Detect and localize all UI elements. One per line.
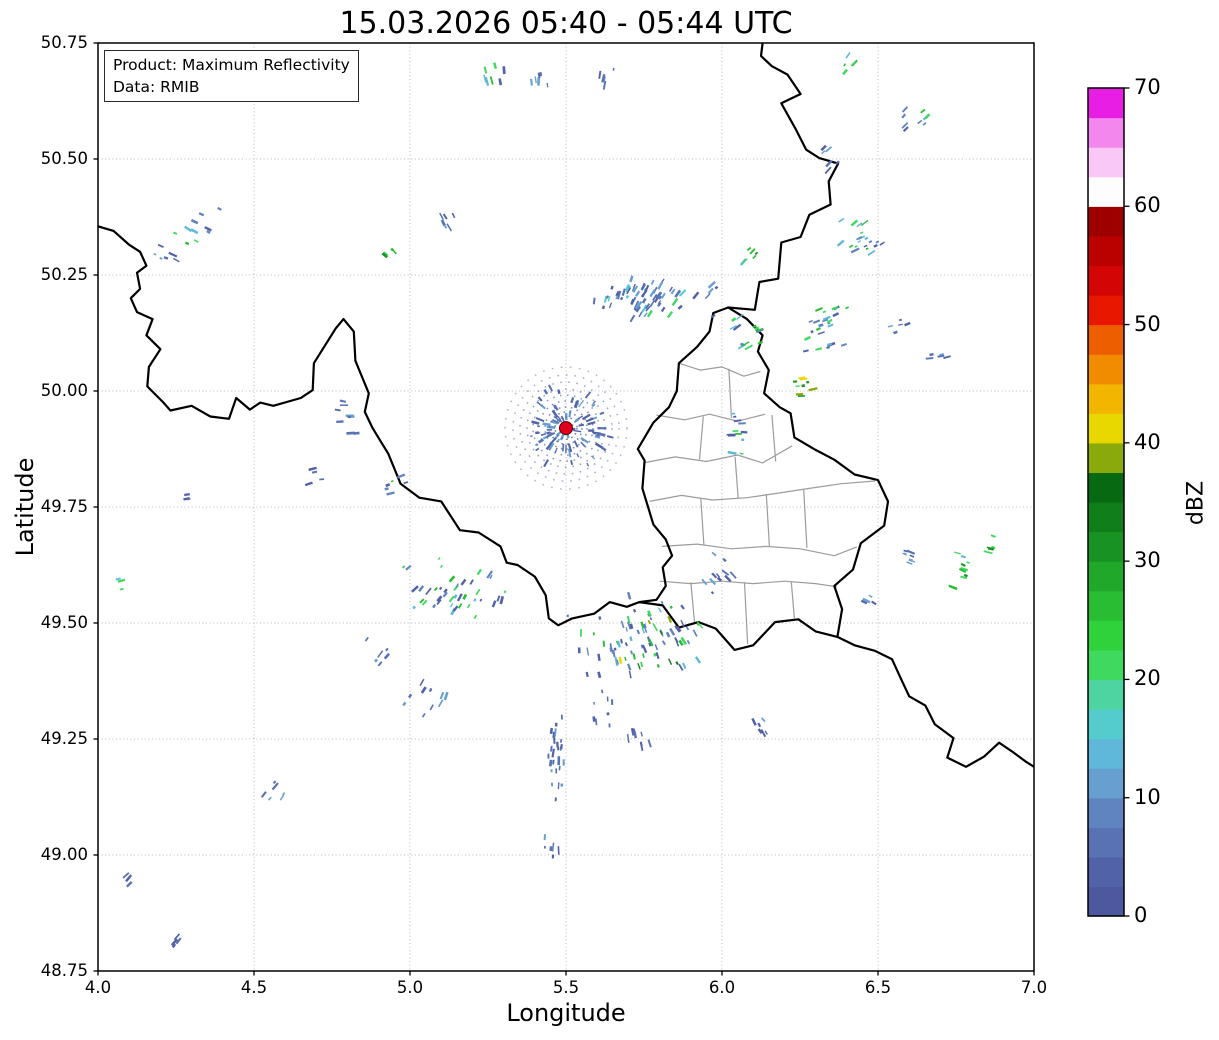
x-tick-label: 6.5 bbox=[864, 978, 892, 997]
colorbar-tick-label: 70 bbox=[1134, 75, 1161, 99]
annotation-box: Product: Maximum Reflectivity Data: RMIB bbox=[104, 50, 359, 102]
y-tick-label: 50.25 bbox=[40, 265, 88, 284]
region-border bbox=[649, 480, 875, 502]
y-tick-label: 50.00 bbox=[40, 381, 88, 400]
y-tick-label: 48.75 bbox=[40, 961, 88, 980]
colorbar-tick-label: 40 bbox=[1134, 429, 1161, 454]
region-border bbox=[765, 493, 770, 547]
region-border bbox=[734, 456, 739, 499]
region-border bbox=[678, 362, 761, 377]
x-tick-label: 5.0 bbox=[396, 978, 424, 997]
axis-ticks bbox=[93, 42, 1035, 976]
x-tick-label: 5.5 bbox=[552, 978, 580, 997]
region-border bbox=[743, 582, 749, 644]
y-tick-label: 49.25 bbox=[40, 729, 88, 748]
y-tick-label: 50.75 bbox=[40, 33, 88, 52]
map-layer bbox=[98, 43, 1034, 949]
grid-lines bbox=[97, 42, 1035, 972]
colorbar-tick-label: 20 bbox=[1134, 666, 1161, 691]
colorbar-tick-label: 60 bbox=[1134, 193, 1161, 218]
region-border bbox=[728, 368, 732, 418]
colorbar-tick-label: 50 bbox=[1134, 311, 1161, 336]
x-tick-label: 4.5 bbox=[240, 978, 268, 997]
colorbar-tick-label: 30 bbox=[1134, 548, 1161, 573]
region-border bbox=[803, 489, 808, 548]
y-tick-label: 49.75 bbox=[40, 497, 88, 516]
colorbar-tick-label: 10 bbox=[1134, 784, 1161, 809]
x-tick-label: 6.0 bbox=[708, 978, 736, 997]
y-tick-label: 49.50 bbox=[40, 613, 88, 632]
x-tick-label: 4.0 bbox=[84, 978, 112, 997]
region-border bbox=[771, 415, 777, 462]
colorbar bbox=[1087, 87, 1130, 917]
y-tick-label: 50.50 bbox=[40, 149, 88, 168]
region-border bbox=[659, 580, 837, 588]
region-border bbox=[662, 543, 858, 557]
region-border bbox=[698, 416, 704, 460]
country-border bbox=[98, 225, 641, 627]
region-border bbox=[643, 445, 793, 464]
colorbar-frame bbox=[1087, 87, 1125, 917]
y-tick-label: 49.00 bbox=[40, 845, 88, 864]
country-border bbox=[638, 601, 839, 651]
x-axis-label: Longitude bbox=[506, 999, 626, 1027]
country-border bbox=[836, 635, 1034, 768]
region-border bbox=[690, 582, 696, 623]
country-border bbox=[727, 43, 840, 311]
annotation-product: Product: Maximum Reflectivity bbox=[113, 56, 350, 74]
figure-title: 15.03.2026 05:40 - 05:44 UTC bbox=[339, 6, 793, 41]
radar-site-marker bbox=[559, 421, 573, 436]
region-border bbox=[790, 582, 795, 619]
country-border bbox=[636, 306, 730, 604]
region-border bbox=[656, 413, 766, 422]
colorbar-label: dBZ bbox=[1183, 480, 1209, 526]
x-tick-label: 7.0 bbox=[1020, 978, 1048, 997]
region-border bbox=[700, 498, 705, 546]
country-border bbox=[727, 306, 890, 638]
annotation-data-source: Data: RMIB bbox=[113, 78, 200, 96]
colorbar-tick-label: 0 bbox=[1134, 903, 1148, 927]
